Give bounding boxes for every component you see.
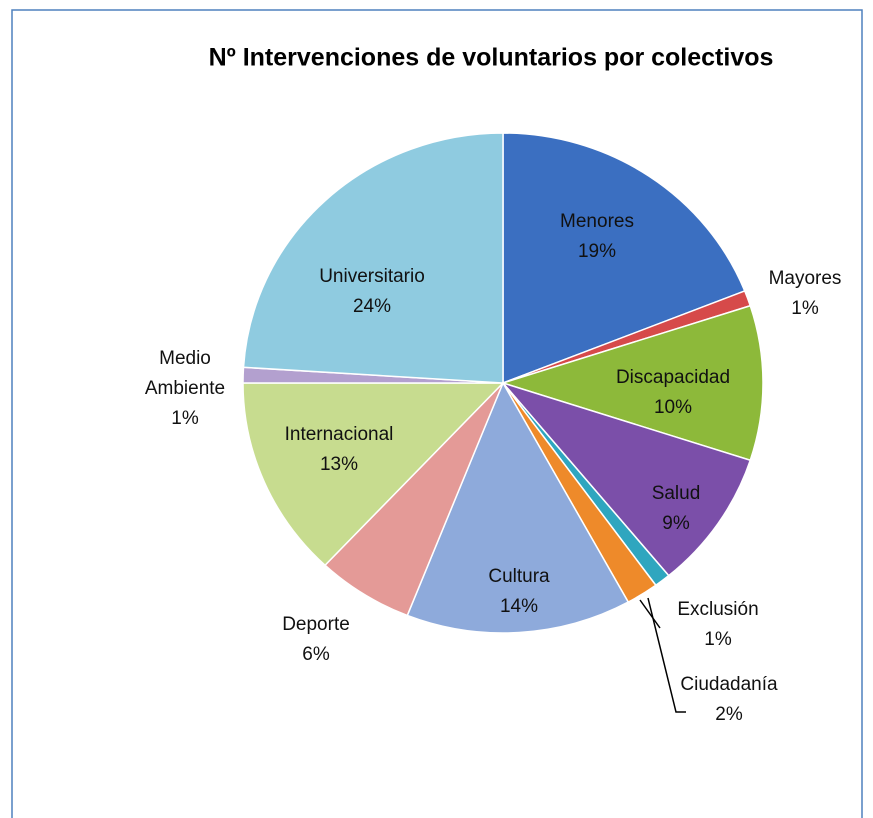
- slice-label: Discapacidad 10%: [616, 363, 730, 423]
- slice-label: Exclusión 1%: [677, 595, 758, 655]
- slice-name: Internacional: [284, 424, 394, 445]
- slice-name: Cultura: [488, 566, 550, 587]
- slice-label: Cultura 14%: [488, 562, 549, 622]
- slice-value: 19%: [577, 241, 617, 262]
- slice-name: Menores: [560, 211, 634, 232]
- leader-line: [639, 599, 661, 629]
- pie-slice: [406, 381, 630, 634]
- slice-name: Universitario: [319, 266, 425, 287]
- slice-name: Discapacidad: [615, 367, 731, 388]
- slice-name: Medio Ambiente: [144, 348, 226, 399]
- slice-label: Salud 9%: [652, 479, 701, 539]
- slice-value: 9%: [662, 513, 690, 534]
- pie-slice: [242, 382, 505, 567]
- slice-label: Deporte 6%: [282, 610, 350, 670]
- pie-slice: [500, 304, 764, 462]
- slice-name: Mayores: [768, 268, 842, 289]
- chart-title: Nº Intervenciones de voluntarios por col…: [208, 43, 774, 72]
- pie-slice: [242, 132, 504, 384]
- pie-slice: [500, 381, 752, 577]
- frame: [11, 9, 863, 818]
- slice-value: 6%: [302, 644, 330, 665]
- slice-value: 14%: [499, 596, 539, 617]
- slice-name: Salud: [651, 483, 701, 504]
- slice-name: Deporte: [282, 614, 350, 635]
- pie-slice: [502, 132, 746, 385]
- pie: [242, 132, 764, 634]
- slice-value: 1%: [171, 408, 199, 429]
- slice-value: 24%: [352, 296, 392, 317]
- slice-name: Ciudadanía: [680, 674, 778, 695]
- slice-label: Medio Ambiente 1%: [125, 344, 245, 434]
- slice-value: 2%: [715, 704, 743, 725]
- slice-value: 10%: [653, 397, 693, 418]
- slice-label: Mayores 1%: [769, 264, 842, 324]
- slice-value: 1%: [791, 298, 819, 319]
- slice-value: 13%: [319, 454, 359, 475]
- slice-value: 1%: [704, 629, 732, 650]
- slice-label: Ciudadanía 2%: [680, 670, 777, 730]
- slice-name: Exclusión: [677, 599, 759, 620]
- slice-label: Internacional 13%: [285, 420, 394, 480]
- slice-label: Universitario 24%: [319, 262, 425, 322]
- leader-line: [647, 597, 686, 713]
- slice-label: Menores 19%: [560, 207, 634, 267]
